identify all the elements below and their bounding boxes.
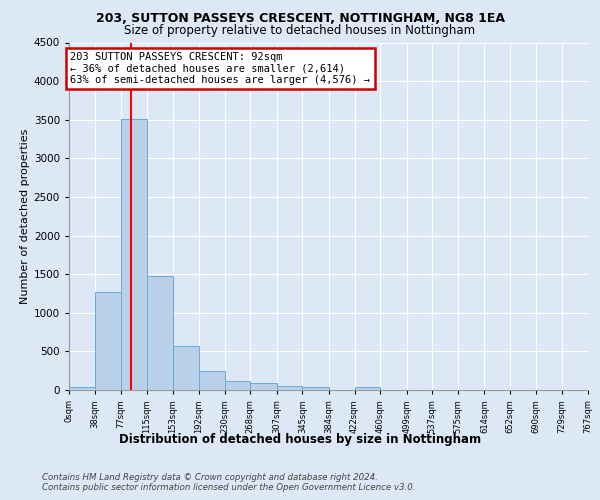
Bar bbox=[277, 386, 302, 390]
Bar bbox=[199, 372, 224, 390]
Text: 203 SUTTON PASSEYS CRESCENT: 92sqm
← 36% of detached houses are smaller (2,614)
: 203 SUTTON PASSEYS CRESCENT: 92sqm ← 36%… bbox=[70, 52, 370, 85]
Bar bbox=[173, 346, 199, 390]
Text: Contains HM Land Registry data © Crown copyright and database right 2024.
Contai: Contains HM Land Registry data © Crown c… bbox=[42, 472, 415, 492]
Bar bbox=[147, 276, 173, 390]
Bar bbox=[121, 119, 147, 390]
Bar bbox=[250, 383, 277, 390]
Bar bbox=[69, 387, 95, 390]
Bar bbox=[355, 386, 380, 390]
Bar bbox=[302, 387, 329, 390]
Y-axis label: Number of detached properties: Number of detached properties bbox=[20, 128, 29, 304]
Text: 203, SUTTON PASSEYS CRESCENT, NOTTINGHAM, NG8 1EA: 203, SUTTON PASSEYS CRESCENT, NOTTINGHAM… bbox=[95, 12, 505, 26]
Text: Size of property relative to detached houses in Nottingham: Size of property relative to detached ho… bbox=[124, 24, 476, 37]
Text: Distribution of detached houses by size in Nottingham: Distribution of detached houses by size … bbox=[119, 432, 481, 446]
Bar bbox=[95, 292, 121, 390]
Bar bbox=[224, 380, 250, 390]
